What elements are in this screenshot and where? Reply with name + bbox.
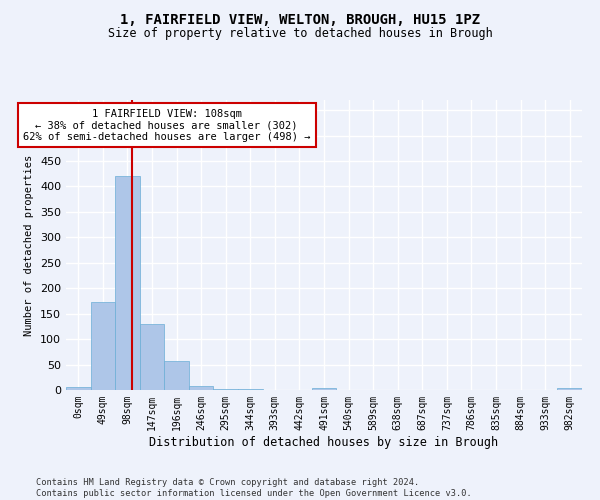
Bar <box>557 388 582 390</box>
Bar <box>91 302 115 390</box>
Bar <box>312 388 336 390</box>
X-axis label: Distribution of detached houses by size in Brough: Distribution of detached houses by size … <box>149 436 499 448</box>
Text: 1 FAIRFIELD VIEW: 108sqm
← 38% of detached houses are smaller (302)
62% of semi-: 1 FAIRFIELD VIEW: 108sqm ← 38% of detach… <box>23 108 310 142</box>
Bar <box>66 388 91 390</box>
Bar <box>140 324 164 390</box>
Bar <box>164 361 189 390</box>
Text: Contains HM Land Registry data © Crown copyright and database right 2024.
Contai: Contains HM Land Registry data © Crown c… <box>36 478 472 498</box>
Text: Size of property relative to detached houses in Brough: Size of property relative to detached ho… <box>107 28 493 40</box>
Text: 1, FAIRFIELD VIEW, WELTON, BROUGH, HU15 1PZ: 1, FAIRFIELD VIEW, WELTON, BROUGH, HU15 … <box>120 12 480 26</box>
Bar <box>189 386 214 390</box>
Y-axis label: Number of detached properties: Number of detached properties <box>25 154 34 336</box>
Bar <box>214 389 238 390</box>
Bar <box>115 176 140 390</box>
